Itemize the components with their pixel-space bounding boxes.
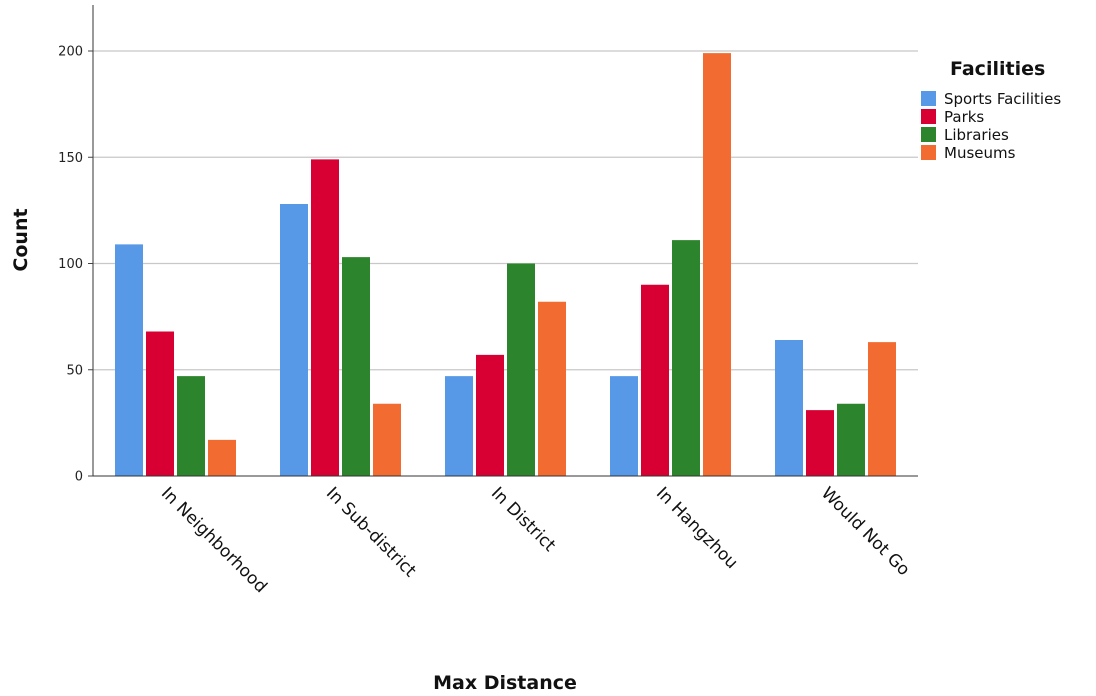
- y-axis-title: Count: [10, 208, 32, 271]
- bar: [115, 244, 143, 476]
- legend-label: Parks: [944, 108, 984, 126]
- bar: [868, 342, 896, 476]
- legend-swatch: [921, 91, 936, 106]
- bar: [311, 159, 339, 476]
- bar: [775, 340, 803, 476]
- legend: Facilities Sports FacilitiesParksLibrari…: [921, 58, 1061, 162]
- legend-label: Sports Facilities: [944, 90, 1061, 108]
- legend-title: Facilities: [950, 58, 1045, 80]
- bar: [342, 257, 370, 476]
- x-tick-label: In Hangzhou: [652, 483, 742, 573]
- bar: [208, 439, 236, 476]
- y-tick-label: 50: [66, 363, 83, 378]
- bar: [837, 403, 865, 476]
- bar: [476, 354, 504, 476]
- bar: [445, 376, 473, 476]
- bar: [373, 403, 401, 476]
- x-tick-label: In Neighborhood: [157, 483, 271, 597]
- bar: [146, 331, 174, 476]
- x-tick-label: In Sub-district: [322, 483, 420, 581]
- bar: [538, 301, 566, 476]
- y-tick-label: 200: [58, 45, 83, 60]
- y-tick-labels: 0 50 100 150 200: [58, 45, 93, 485]
- legend-swatch: [921, 109, 936, 124]
- bar: [806, 410, 834, 476]
- x-tick-label: In District: [487, 483, 560, 556]
- legend-swatch: [921, 127, 936, 142]
- y-tick-label: 150: [58, 151, 83, 166]
- x-axis-title: Max Distance: [433, 672, 577, 694]
- bar: [507, 263, 535, 476]
- bar: [280, 204, 308, 476]
- bar: [641, 284, 669, 476]
- bar: [703, 53, 731, 476]
- legend-label: Libraries: [944, 126, 1009, 144]
- y-tick-label: 0: [75, 470, 83, 485]
- bars: [115, 53, 896, 476]
- legend-swatch: [921, 145, 936, 160]
- legend-label: Museums: [944, 144, 1016, 162]
- y-tick-label: 100: [58, 257, 83, 272]
- bar: [177, 376, 205, 476]
- gridlines: [93, 50, 918, 371]
- bar: [610, 376, 638, 476]
- x-tick-labels: In Neighborhood In Sub-district In Distric…: [157, 483, 914, 597]
- x-tick-label: Would Not Go: [817, 483, 914, 580]
- bar: [672, 240, 700, 476]
